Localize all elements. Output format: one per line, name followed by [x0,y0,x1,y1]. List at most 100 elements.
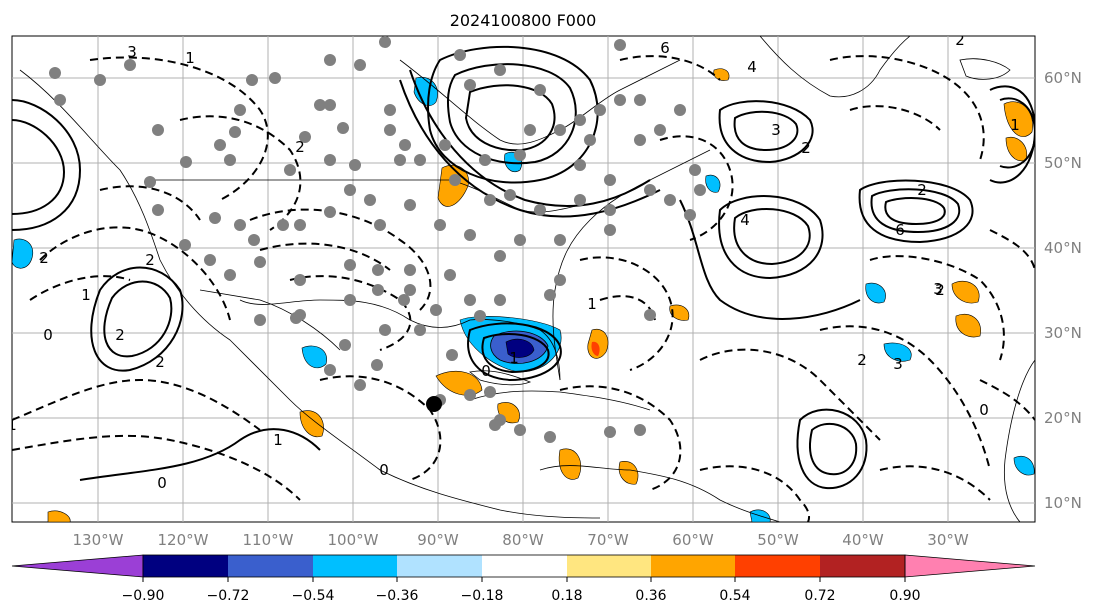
contour-label: 2 [955,31,965,49]
station-dot [544,289,556,301]
station-dot [604,204,616,216]
colorbar-tick-label: −0.54 [292,588,335,604]
contour-label: 6 [660,39,670,57]
dash-atl-5 [869,255,1005,361]
station-dot [544,431,556,443]
contour-atl-low-2 [733,110,799,152]
dash-ne-4 [659,135,734,241]
contour-label: 3 [933,280,943,298]
colorbar-tick-label: 0.18 [551,588,582,604]
station-dot [474,310,486,322]
colorbar-segment [820,555,905,577]
station-dot [234,104,246,116]
station-dot [404,284,416,296]
coast-caribbean [469,390,651,411]
contour-label: 2 [39,249,49,267]
colorbar-tick-label: −0.36 [376,588,419,604]
station-dot [224,269,236,281]
station-dot [554,274,566,286]
dash-w-2 [29,275,131,301]
station-dot [574,194,586,206]
contour-label: 1 [7,416,17,434]
station-dot [384,124,396,136]
colorbar-tick-label: 0.36 [635,588,666,604]
contour-label: 0 [43,326,53,344]
station-dot [534,84,546,96]
station-dot [254,256,266,268]
station-dot [344,259,356,271]
coast-africa [1003,359,1035,522]
station-dot [634,94,646,106]
lat-tick-label: 30°N [1044,324,1082,342]
contour-label: 1 [81,286,91,304]
station-dot [439,139,451,151]
dash-c-3 [289,275,412,351]
contour-lines [12,45,1035,522]
station-dot [504,189,516,201]
contour-pac-high-2 [103,280,173,358]
shade-orange-az2 [955,314,981,338]
colorbar-segment [735,555,820,577]
station-dot [248,234,260,246]
shade-cyan-sw [12,238,34,269]
station-dot [379,324,391,336]
station-dot [684,209,696,221]
station-dot [524,124,536,136]
lat-tick-label: 10°N [1044,494,1082,512]
colorbar-segment [397,555,482,577]
station-dot [398,294,410,306]
coast-gulf [239,299,561,381]
colorbar-tick-label: −0.72 [207,588,250,604]
contour-label: 1 [1010,116,1020,134]
station-dot [634,424,646,436]
latitude-axis: 60°N 50°N 40°N 30°N 20°N 10°N [1044,69,1082,512]
station-dot [404,264,416,276]
dash-ne-2 [829,55,985,161]
contour-label: 6 [895,221,905,239]
station-markers [49,36,706,443]
station-dot [574,159,586,171]
contour-label: 2 [917,181,927,199]
station-dot [644,309,656,321]
contour-e-low-3 [884,197,946,226]
shade-cyan-az2 [883,342,912,362]
dash-nw-1 [89,56,269,201]
station-dot [414,324,426,336]
station-dot [484,386,496,398]
station-dot [229,126,241,138]
lon-tick-label: 110°W [243,531,294,549]
station-dot [489,419,501,431]
colorbar-segment [228,555,313,577]
contour-atl-low [718,100,814,164]
contour-label: 2 [295,138,305,156]
shade-cyan-eatl [1013,455,1035,476]
contour-label: 3 [127,43,137,61]
lon-tick-label: 50°W [757,531,799,549]
contour-label: 4 [747,58,757,76]
station-dot [372,284,384,296]
station-dot [49,67,61,79]
contour-pac-high [90,266,184,372]
shade-red-atl1 [591,341,600,356]
station-dot [399,139,411,151]
shade-cyan-lab [705,174,721,193]
longitude-axis: 130°W 120°W 110°W 100°W 90°W 80°W 70°W 60°W 50°W… [73,531,969,549]
shade-orange-ne [1003,101,1033,137]
station-dot [284,164,296,176]
dash-sw-2 [12,434,301,501]
station-dot [584,134,596,146]
station-dot [180,156,192,168]
contour-sw-zero [79,428,321,481]
station-dot [404,199,416,211]
contour-ne-low [427,45,599,184]
station-dot [339,339,351,351]
station-dot [364,194,376,206]
station-dot [246,74,258,86]
station-dot [234,219,246,231]
station-dot [494,250,506,262]
shade-orange-col [558,448,582,480]
station-dot [349,159,361,171]
dash-w-4 [99,185,201,221]
station-dot [214,139,226,151]
